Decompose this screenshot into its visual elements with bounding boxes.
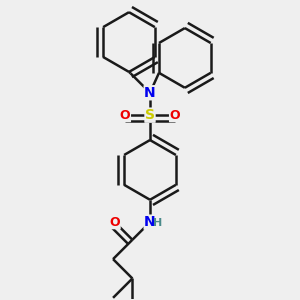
- Text: O: O: [110, 216, 120, 229]
- Text: S: S: [145, 108, 155, 122]
- Text: N: N: [144, 215, 156, 229]
- Text: O: O: [120, 109, 130, 122]
- Text: H: H: [153, 218, 162, 229]
- Text: N: N: [144, 86, 156, 100]
- Text: O: O: [169, 109, 180, 122]
